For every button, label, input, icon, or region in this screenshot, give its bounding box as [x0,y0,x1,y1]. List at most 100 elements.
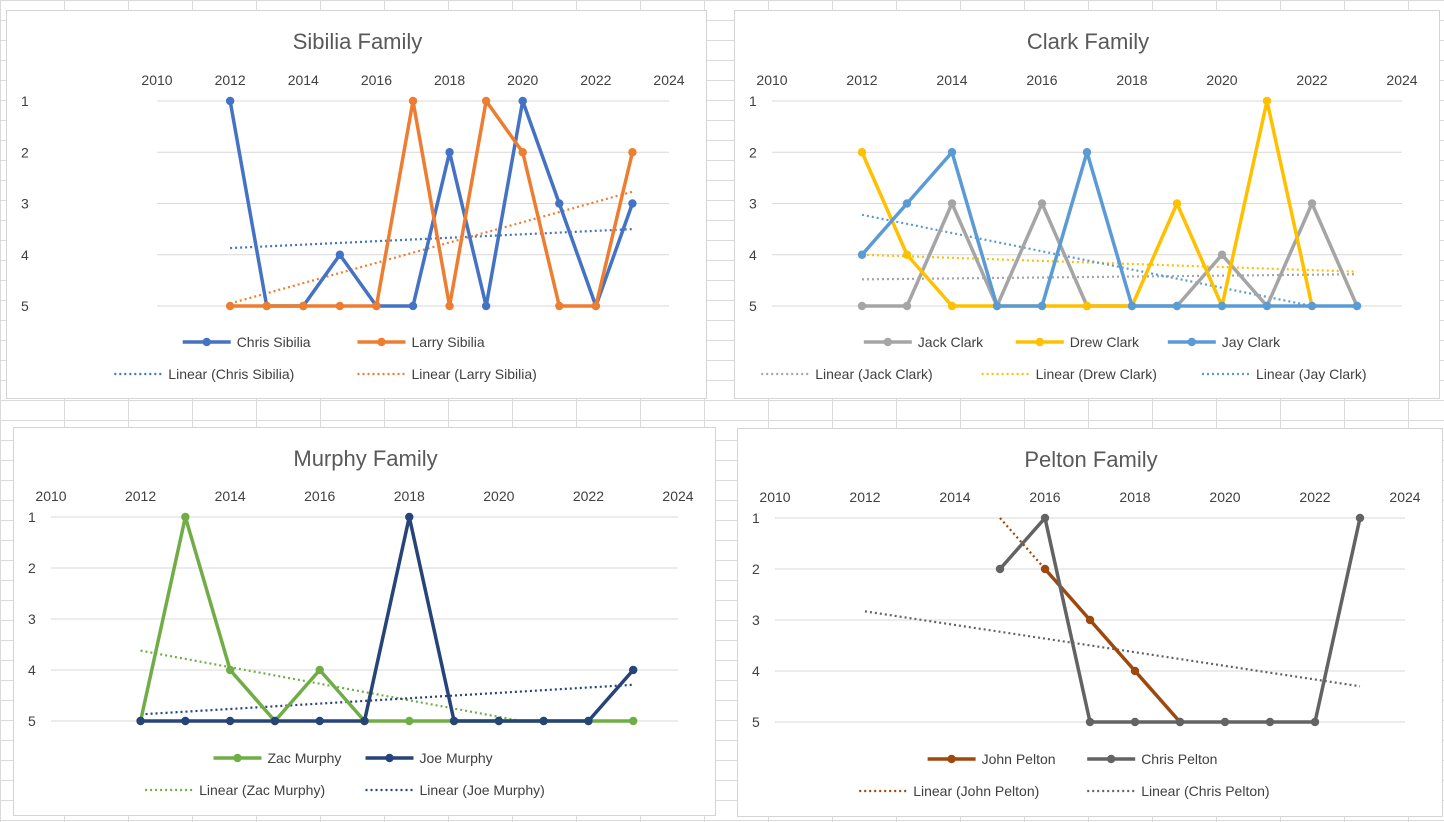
data-point-joe-murphy [405,512,414,522]
x-tick-label: 2022 [1296,72,1327,88]
x-tick-label: 2010 [759,489,790,505]
data-point-chris-pelton [1040,513,1050,523]
data-point-zac-murphy [629,716,638,726]
legend-label: Linear (Chris Sibilia) [168,366,294,382]
data-point-jay-clark [1172,301,1182,311]
x-tick-label: 2014 [215,488,246,504]
x-tick-label: 2024 [653,72,684,88]
trendline-linear-jack-clark [861,273,1358,281]
series-line-larry-sibilia [230,99,635,308]
data-point-joe-murphy [494,716,504,726]
data-point-chris-pelton [1130,717,1140,727]
legend-label: Larry Sibilia [412,334,485,350]
series-line-joe-murphy [140,515,635,723]
x-tick-label: 2020 [1209,489,1240,505]
x-tick-label: 2010 [756,72,787,88]
x-tick-label: 2012 [846,72,877,88]
x-tick-label: 2016 [304,488,335,504]
legend-label: Jack Clark [918,334,984,350]
y-tick-label: 1 [752,510,760,526]
y-tick-label: 1 [749,93,757,109]
x-tick-label: 2010 [35,488,66,504]
data-point-jack-clark [1307,199,1317,208]
y-tick-label: 5 [752,714,760,730]
data-point-chris-sibilia [445,148,454,157]
trendline-linear-joe-murphy [140,683,634,716]
legend-label: Zac Murphy [268,750,342,766]
data-point-jack-clark [1217,250,1227,259]
legend-marker-joe-murphy [385,753,394,763]
y-tick-label: 4 [749,247,757,263]
legend-marker-larry-sibilia [377,337,386,347]
legend-label: Linear (Zac Murphy) [199,782,325,798]
x-tick-label: 2010 [141,72,172,88]
data-point-joe-murphy [629,665,638,675]
data-point-drew-clark [1082,301,1092,311]
series-line-john-pelton [1043,567,1182,724]
y-tick-label: 3 [28,611,36,627]
data-point-joe-murphy [449,716,459,726]
data-point-chris-sibilia [555,199,564,208]
data-point-zac-murphy [181,512,190,522]
legend-label: Linear (Chris Pelton) [1141,783,1269,799]
x-tick-label: 2014 [288,72,319,88]
trendline-linear-chris-sibilia [230,228,633,250]
data-point-jay-clark [1082,148,1092,157]
x-tick-label: 2024 [1389,489,1420,505]
chart-title: Murphy Family [293,446,437,471]
data-point-joe-murphy [584,716,593,726]
data-point-larry-sibilia [518,148,527,157]
data-point-larry-sibilia [372,301,381,311]
data-point-joe-murphy [360,716,369,726]
chart-panel-clark: Clark Family 1 2 3 4 5 2010 2012 2014 2016 2018 202… [734,10,1440,399]
x-tick-label: 2024 [662,488,693,504]
y-tick-label: 3 [21,196,29,212]
data-point-larry-sibilia [628,148,637,157]
data-point-chris-pelton [1265,717,1275,727]
series-line-jay-clark [860,150,1357,308]
x-tick-label: 2022 [1299,489,1330,505]
trendline-linear-chris-pelton [864,610,1361,688]
data-point-jay-clark [1307,301,1317,311]
y-tick-label: 1 [21,93,29,109]
x-tick-label: 2020 [483,488,514,504]
data-point-larry-sibilia [335,301,345,311]
legend-marker-jack-clark [883,337,892,347]
chart-svg-sibilia: Sibilia Family 1 2 3 4 5 2010 2012 2014 2016 2018 2… [21,29,685,382]
legend-marker-jay-clark [1187,337,1196,347]
y-tick-label: 4 [752,663,760,679]
x-tick-label: 2020 [1206,72,1237,88]
x-tick-label: 2024 [1386,72,1417,88]
x-tick-label: 2012 [215,72,246,88]
data-point-chris-pelton [1220,717,1230,727]
data-point-chris-sibilia [518,96,527,106]
y-tick-label: 5 [749,298,757,314]
x-tick-label: 2016 [1026,72,1057,88]
data-point-zac-murphy [225,665,235,675]
data-point-chris-pelton [1310,717,1320,727]
legend-label: Linear (Jay Clark) [1256,366,1366,382]
legend-marker-chris-sibilia [202,337,211,347]
y-tick-label: 4 [28,662,36,678]
data-point-chris-pelton [1355,513,1365,523]
x-tick-label: 2020 [507,72,538,88]
chart-title: Clark Family [1027,29,1149,54]
data-point-jay-clark [992,301,1002,311]
x-tick-label: 2018 [1119,489,1150,505]
trendline-linear-john-pelton [999,517,1046,570]
data-point-jack-clark [902,301,912,311]
data-point-joe-murphy [181,716,190,726]
data-point-larry-sibilia [299,301,308,311]
data-point-joe-murphy [225,716,235,726]
data-point-chris-sibilia [225,96,235,106]
trendline-linear-zac-murphy [140,649,522,723]
data-point-jack-clark [857,301,867,311]
data-point-jay-clark [857,250,867,259]
x-tick-label: 2016 [1029,489,1060,505]
y-tick-label: 5 [28,713,36,729]
trendline-linear-jay-clark [861,213,1313,308]
data-point-zac-murphy [405,716,414,726]
y-tick-label: 3 [749,196,757,212]
data-point-chris-sibilia [408,301,418,311]
data-point-john-pelton [1130,666,1140,676]
